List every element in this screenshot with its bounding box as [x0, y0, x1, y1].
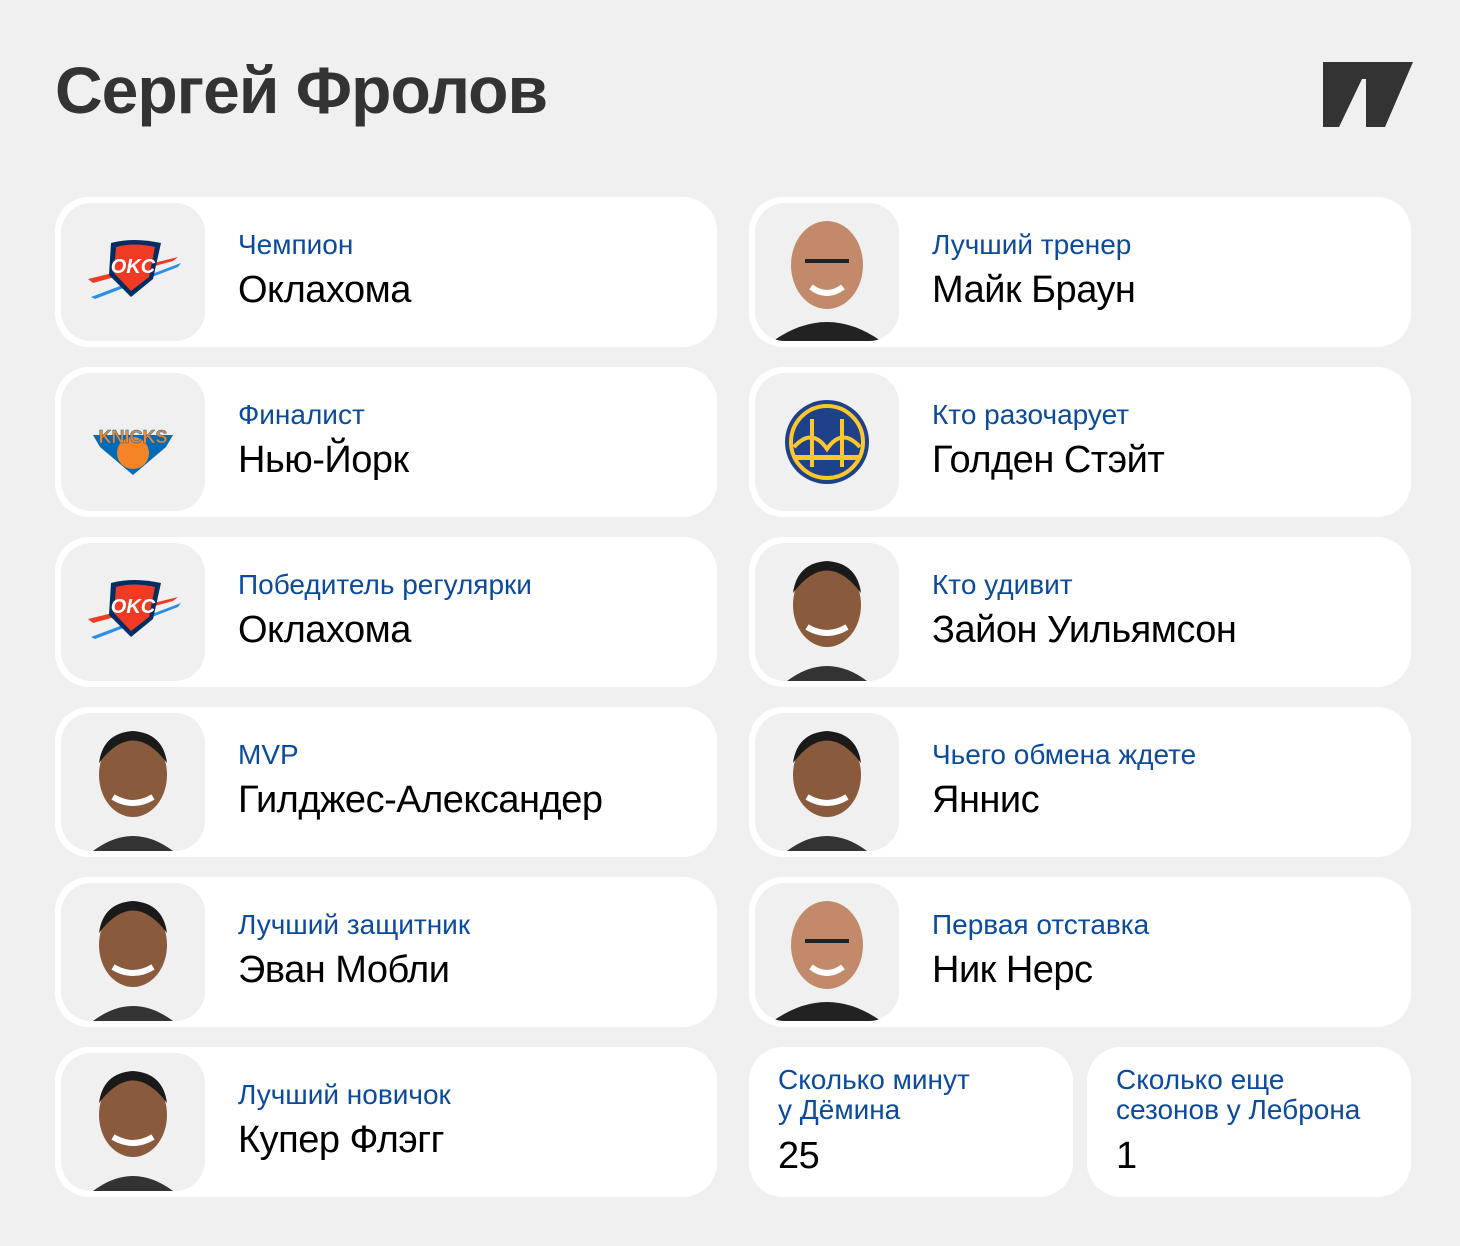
coach-photo — [755, 203, 899, 341]
coach-photo — [755, 883, 899, 1021]
card-label: Лучший защитник — [238, 909, 471, 940]
card-value: Оклахома — [238, 609, 411, 651]
player-photo — [61, 1053, 205, 1191]
okc-logo-icon: OKC — [61, 203, 205, 341]
brand-logo-icon — [1323, 62, 1413, 127]
prediction-card: Первая отставка Ник Нерс — [749, 877, 1411, 1027]
knicks-logo-icon: KNICKS — [61, 373, 205, 511]
card-label: Кто удивит — [932, 569, 1073, 600]
player-photo — [61, 883, 205, 1021]
card-value: Яннис — [932, 779, 1040, 821]
svg-text:KNICKS: KNICKS — [98, 427, 167, 447]
card-label: Чемпион — [238, 229, 354, 260]
prediction-card: OKC Чемпион Оклахома — [55, 197, 717, 347]
player-photo — [755, 713, 899, 851]
svg-text:OKC: OKC — [111, 596, 156, 618]
prediction-card: OKC Победитель регулярки Оклахома — [55, 537, 717, 687]
prediction-card: Лучший тренер Майк Браун — [749, 197, 1411, 347]
card-value: Зайон Уильямсон — [932, 609, 1237, 651]
player-photo — [61, 713, 205, 851]
card-label: Финалист — [238, 399, 365, 430]
page-title: Сергей Фролов — [55, 53, 548, 127]
card-value: Майк Браун — [932, 269, 1136, 311]
card-label: Победитель регулярки — [238, 569, 532, 600]
card-label: Кто разочарует — [932, 399, 1130, 430]
card-value: Нью-Йорк — [238, 439, 409, 481]
prediction-card-seasons: Сколько еще сезонов у Леброна 1 — [1087, 1047, 1411, 1197]
card-value: Эван Мобли — [238, 949, 450, 991]
card-label: Первая отставка — [932, 909, 1150, 940]
prediction-card: Кто разочарует Голден Стэйт — [749, 367, 1411, 517]
prediction-card: Лучший новичок Купер Флэгг — [55, 1047, 717, 1197]
warriors-logo-icon — [755, 373, 899, 511]
card-value: Гилджес-Александер — [238, 779, 603, 821]
card-label: MVP — [238, 739, 299, 770]
prediction-card: Лучший защитник Эван Мобли — [55, 877, 717, 1027]
prediction-card: MVP Гилджес-Александер — [55, 707, 717, 857]
okc-logo-icon: OKC — [61, 543, 205, 681]
svg-text:OKC: OKC — [111, 256, 156, 278]
player-photo — [755, 543, 899, 681]
card-value: 1 — [1116, 1135, 1137, 1177]
card-value: Голден Стэйт — [932, 439, 1165, 481]
card-label: Сколько еще сезонов у Леброна — [1116, 1064, 1361, 1125]
prediction-card-minutes: Сколько минут у Дёмина 25 — [749, 1047, 1073, 1197]
card-label: Чьего обмена ждете — [932, 739, 1197, 770]
card-label: Лучший новичок — [238, 1079, 451, 1110]
card-label: Лучший тренер — [932, 229, 1132, 260]
card-label: Сколько минут у Дёмина — [778, 1064, 970, 1125]
card-value: Ник Нерс — [932, 949, 1093, 991]
prediction-card: KNICKS Финалист Нью-Йорк — [55, 367, 717, 517]
prediction-card: Кто удивит Зайон Уильямсон — [749, 537, 1411, 687]
card-value: Оклахома — [238, 269, 411, 311]
prediction-card: Чьего обмена ждете Яннис — [749, 707, 1411, 857]
card-value: 25 — [778, 1135, 820, 1177]
card-value: Купер Флэгг — [238, 1119, 444, 1161]
